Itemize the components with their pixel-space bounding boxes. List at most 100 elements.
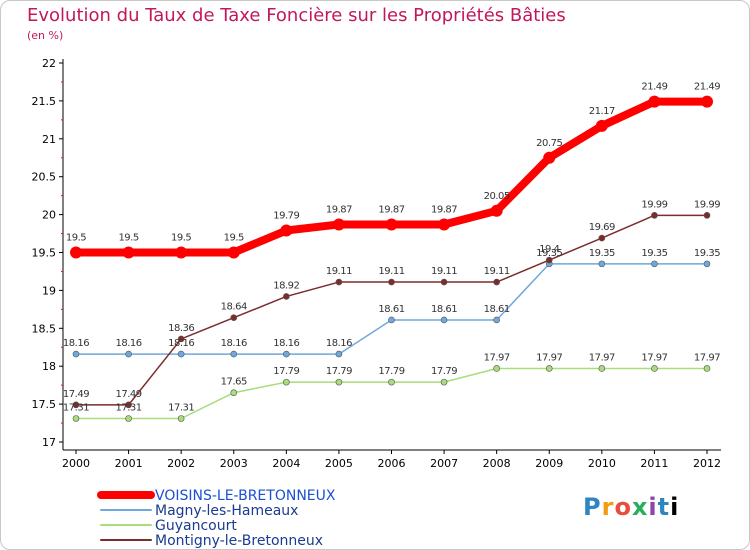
data-label: 17.97 [641, 352, 667, 363]
data-point [598, 260, 606, 268]
logo-letter: P [583, 493, 602, 521]
data-point [177, 415, 185, 422]
data-label: 20.75 [536, 138, 562, 149]
data-point [125, 415, 132, 422]
data-label: 18.16 [116, 338, 142, 349]
data-label: 18.16 [168, 338, 194, 349]
y-tick-label: 20.5 [32, 171, 57, 184]
data-point [598, 365, 606, 372]
y-tick-label: 18.5 [32, 322, 57, 335]
data-point [493, 316, 500, 324]
y-tick-label: 19 [42, 284, 56, 297]
data-label: 19.35 [641, 248, 667, 259]
data-label: 18.36 [168, 323, 194, 334]
data-label: 18.16 [326, 338, 352, 349]
data-label: 19.11 [484, 266, 510, 277]
data-label: 18.16 [273, 338, 299, 349]
data-label: 17.97 [484, 352, 510, 363]
data-label: 17.65 [221, 377, 247, 388]
data-point [72, 350, 80, 358]
data-label: 19.5 [66, 233, 86, 244]
y-tick-label: 22 [42, 57, 56, 70]
logo-letter: o [614, 493, 632, 521]
data-label: 19.99 [694, 199, 720, 210]
data-point [703, 260, 711, 268]
data-label: 19.87 [326, 204, 352, 215]
data-label: 19.11 [326, 266, 352, 277]
data-label: 17.79 [326, 366, 352, 377]
data-point [440, 278, 448, 286]
data-label: 19.87 [431, 204, 457, 215]
chart-subtitle: (en %) [27, 29, 64, 42]
y-tick-label: 17.5 [32, 398, 57, 411]
data-point [598, 234, 606, 242]
data-point [440, 378, 448, 386]
data-label: 19.35 [589, 248, 615, 259]
data-label: 19.35 [694, 248, 720, 259]
data-label: 17.31 [116, 403, 142, 414]
x-tick-label: 2006 [378, 457, 406, 470]
data-point [230, 314, 238, 321]
x-tick-label: 2002 [167, 457, 195, 470]
data-label: 19.4 [539, 244, 559, 255]
data-label: 18.64 [221, 302, 247, 313]
data-point [545, 256, 553, 264]
data-label: 18.61 [378, 304, 404, 315]
y-tick-label: 18 [42, 360, 56, 373]
x-tick-label: 2001 [115, 457, 143, 470]
data-label: 21.49 [694, 82, 720, 93]
data-label: 17.79 [431, 366, 457, 377]
data-point [493, 278, 500, 286]
data-label: 19.5 [224, 233, 244, 244]
legend-label: Magny-les-Hameaux [155, 503, 298, 519]
x-tick-label: 2004 [272, 457, 300, 470]
data-label: 19.11 [431, 266, 457, 277]
data-point [332, 218, 345, 231]
logo-letter: t [657, 493, 671, 521]
y-tick-label: 21.5 [32, 95, 57, 108]
data-label: 21.17 [589, 106, 615, 117]
x-tick-label: 2012 [693, 457, 721, 470]
data-point [335, 350, 343, 358]
data-point [543, 151, 556, 164]
data-label: 18.61 [431, 304, 457, 315]
data-point [388, 278, 395, 286]
x-tick-label: 2000 [62, 457, 90, 470]
data-point [72, 415, 80, 422]
data-label: 21.49 [641, 82, 667, 93]
data-label: 18.16 [63, 338, 89, 349]
data-point [651, 212, 658, 219]
data-point [283, 293, 290, 300]
data-point [125, 401, 132, 409]
data-point [125, 350, 132, 358]
data-label: 17.97 [589, 352, 615, 363]
data-label: 18.92 [273, 280, 299, 291]
data-point [283, 350, 290, 358]
data-point [177, 335, 185, 343]
chart-title: Evolution du Taux de Taxe Foncière sur l… [27, 5, 566, 26]
data-point [493, 365, 500, 372]
data-point [438, 218, 451, 231]
data-label: 19.79 [273, 211, 299, 222]
data-point [595, 119, 608, 132]
data-label: 19.99 [641, 199, 667, 210]
data-label: 18.16 [221, 338, 247, 349]
data-label: 19.5 [171, 233, 191, 244]
data-label: 17.79 [378, 366, 404, 377]
data-point [70, 246, 82, 259]
data-label: 20.05 [484, 191, 510, 202]
data-label: 19.11 [378, 266, 404, 277]
data-label: 19.5 [118, 233, 138, 244]
y-tick-label: 17 [42, 436, 56, 449]
data-point [335, 278, 343, 286]
data-label: 17.49 [116, 389, 142, 400]
logo-letter: x [631, 493, 649, 521]
y-tick-label: 20 [42, 209, 56, 222]
data-point [440, 316, 448, 324]
data-label: 18.61 [484, 304, 510, 315]
data-point [490, 204, 503, 217]
data-point [703, 365, 711, 372]
data-point [648, 95, 661, 108]
data-point [703, 212, 711, 219]
